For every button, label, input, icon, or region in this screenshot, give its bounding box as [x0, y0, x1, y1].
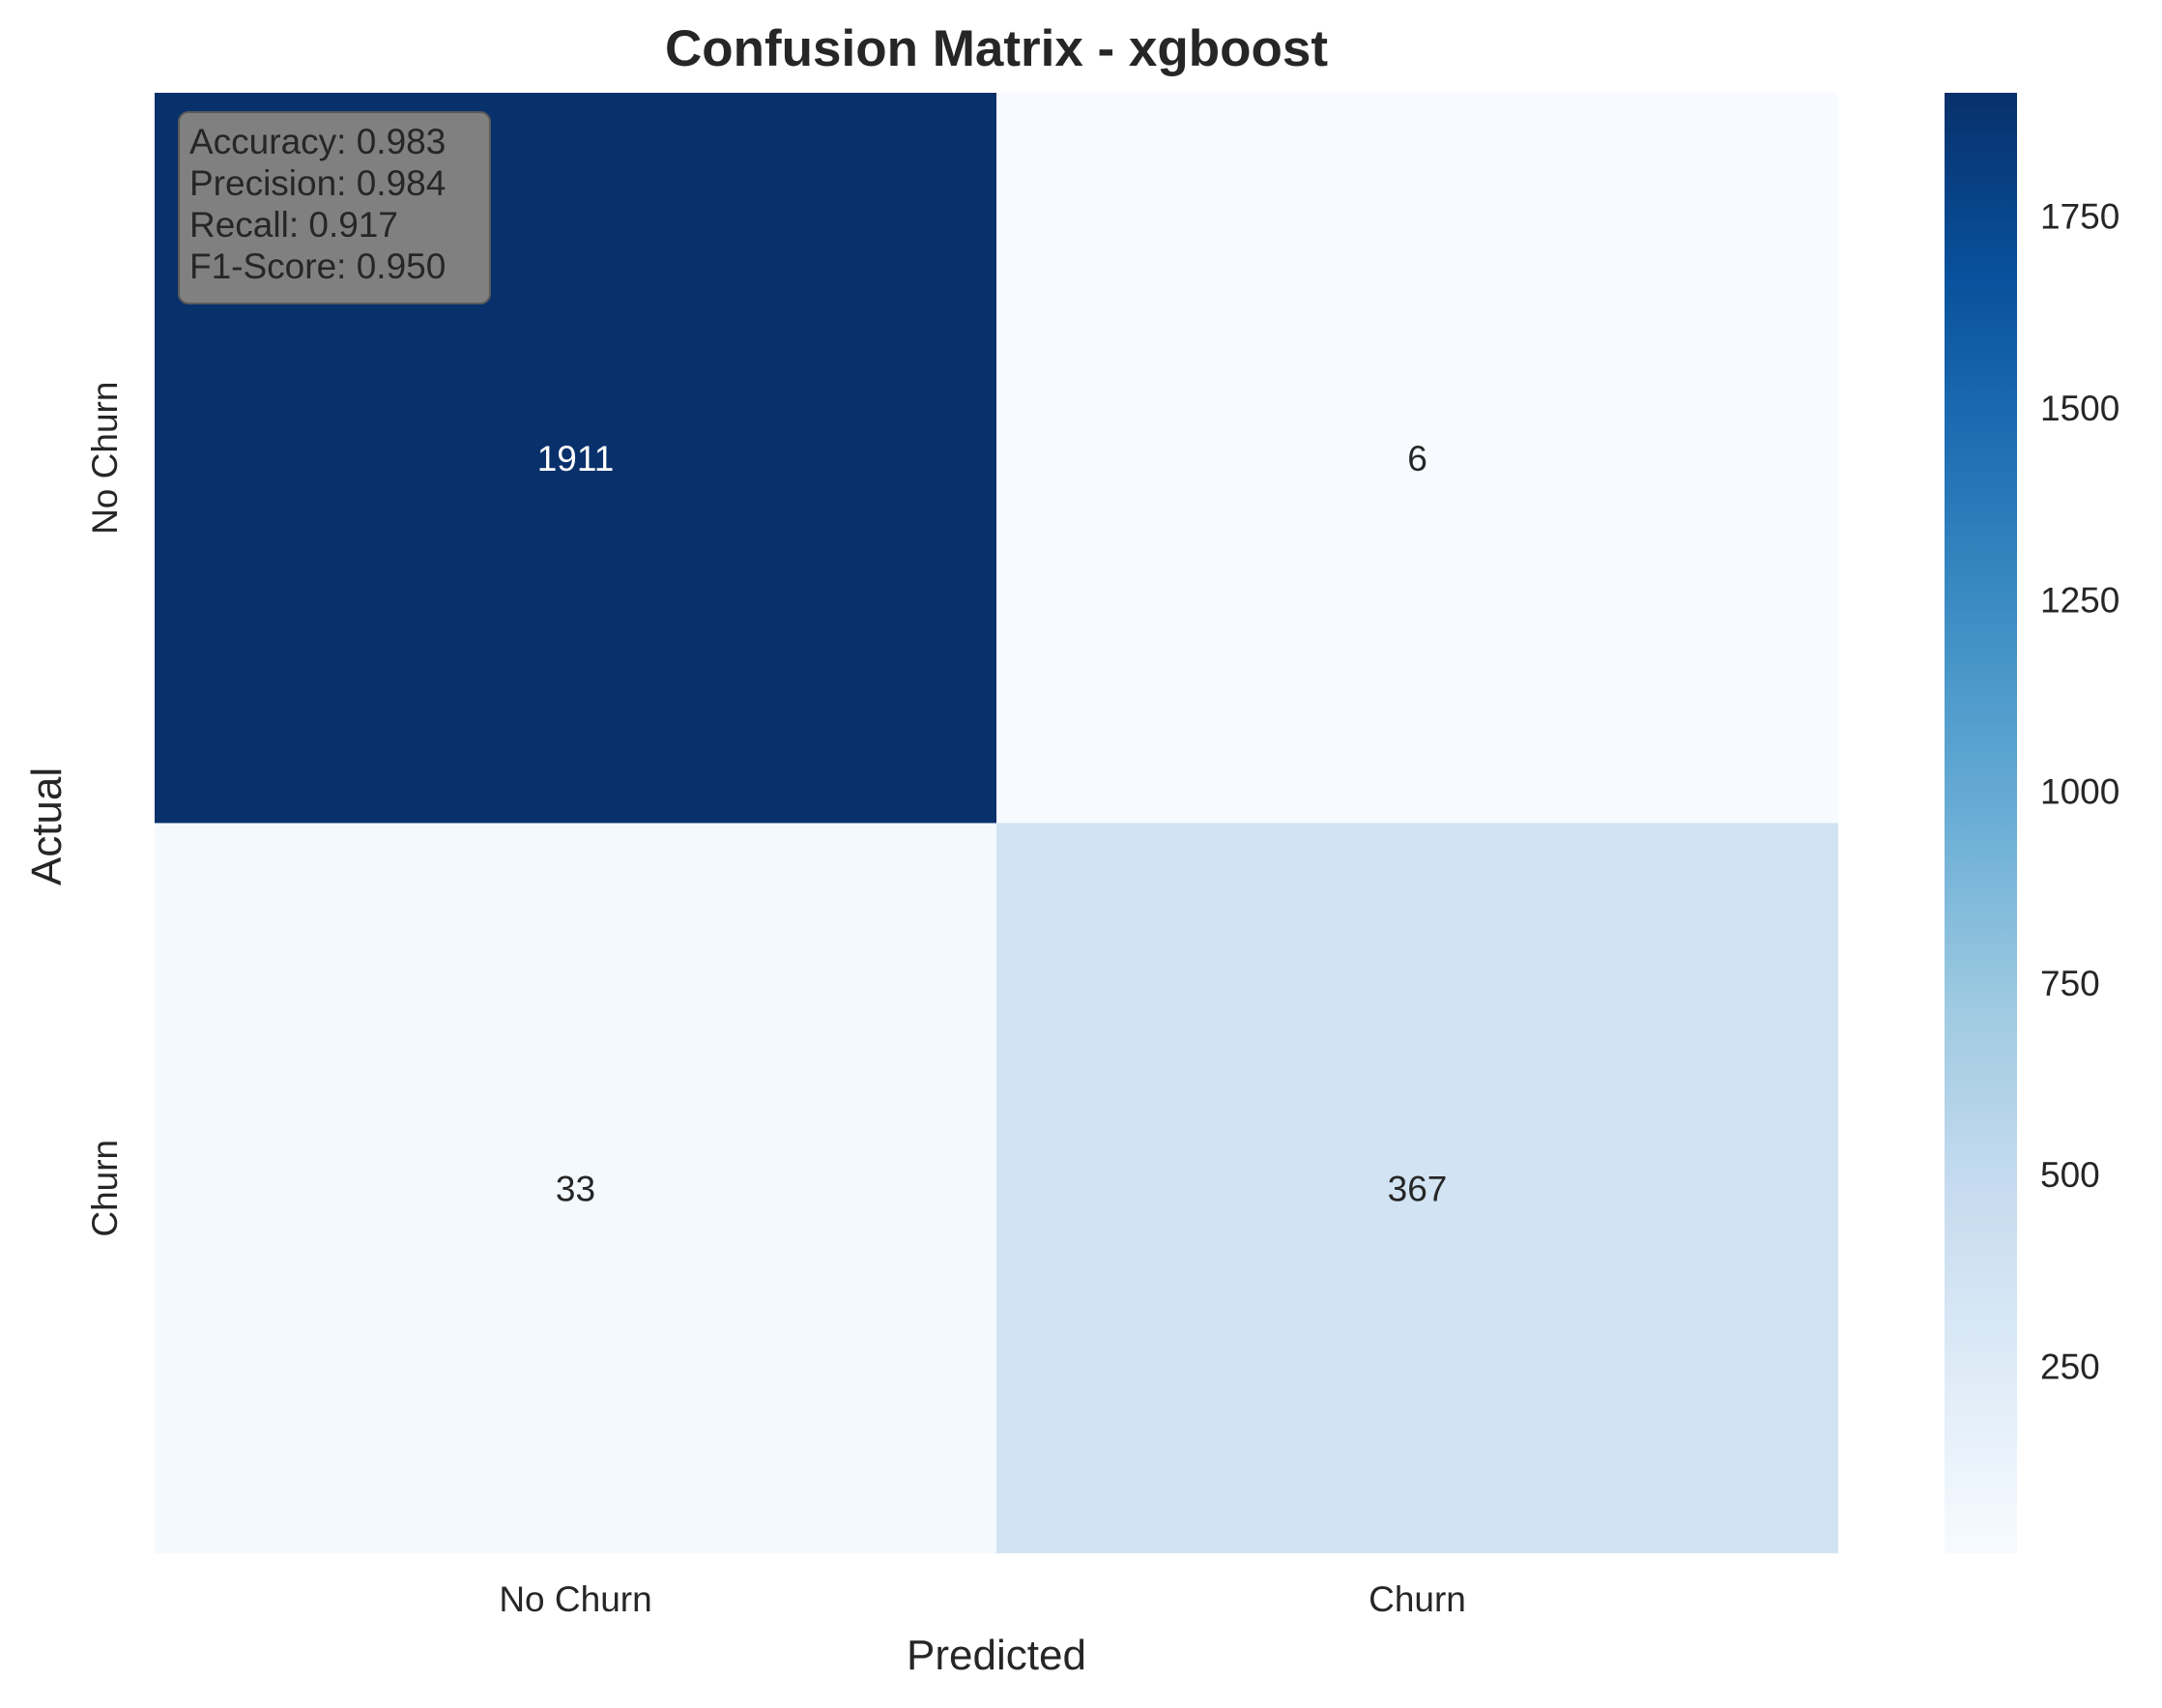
- x-tick-label: Churn: [1369, 1579, 1466, 1619]
- colorbar-tick-label: 1500: [2040, 389, 2119, 428]
- cell-value-label: 1911: [537, 439, 615, 478]
- cell-value-label: 367: [1388, 1169, 1448, 1208]
- metrics-box-background: [178, 111, 491, 304]
- metrics-line: Precision: 0.984: [189, 163, 446, 203]
- metrics-line: F1-Score: 0.950: [189, 246, 446, 286]
- heatmap-cell-1-0: [155, 823, 996, 1553]
- chart-title: Confusion Matrix - xgboost: [665, 20, 1328, 77]
- y-axis-label: Actual: [23, 767, 71, 885]
- heatmap-cell-1-1: [996, 823, 1838, 1553]
- colorbar: [1945, 93, 2017, 1553]
- y-tick-label: No Churn: [85, 382, 125, 535]
- cell-value-label: 33: [556, 1169, 595, 1208]
- colorbar-tick-label: 250: [2040, 1346, 2100, 1386]
- colorbar-tick-label: 750: [2040, 964, 2100, 1003]
- metrics-line: Recall: 0.917: [189, 205, 398, 245]
- cell-value-label: 6: [1407, 439, 1427, 478]
- heatmap-cell-0-1: [996, 93, 1838, 824]
- colorbar-tick-label: 1000: [2040, 772, 2119, 812]
- y-tick-labels: No Churn Churn: [85, 382, 125, 1237]
- x-tick-label: No Churn: [499, 1579, 651, 1619]
- metrics-line: Accuracy: 0.983: [189, 122, 446, 161]
- colorbar-tick-label: 1750: [2040, 197, 2119, 237]
- x-axis-label: Predicted: [907, 1632, 1086, 1679]
- x-tick-labels: No Churn Churn: [499, 1579, 1466, 1619]
- colorbar-tick-label: 1250: [2040, 580, 2119, 620]
- y-tick-label: Churn: [85, 1140, 125, 1237]
- colorbar-tick-labels: 250 500 750 1000 1250 1500 1750: [2040, 197, 2119, 1387]
- heatmap-cells: [155, 93, 1838, 1553]
- heatmap-cell-labels: 1911 6 33 367: [537, 439, 1448, 1209]
- colorbar-tick-label: 500: [2040, 1155, 2100, 1195]
